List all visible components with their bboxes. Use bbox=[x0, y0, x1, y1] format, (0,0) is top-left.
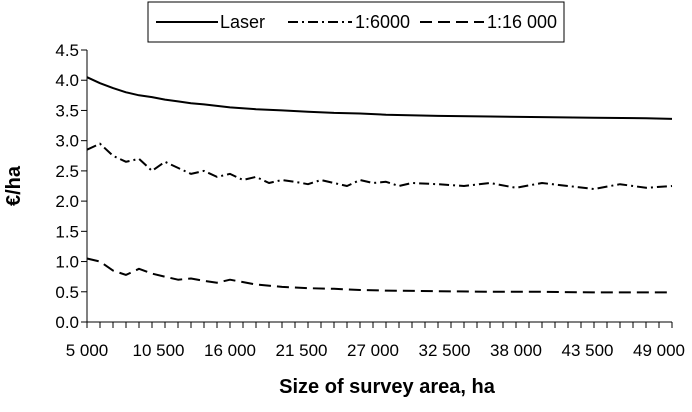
y-tick-label: 1.5 bbox=[55, 222, 79, 241]
y-tick-label: 3.5 bbox=[55, 101, 79, 120]
y-tick-label: 4.0 bbox=[55, 71, 79, 90]
y-tick-label: 4.5 bbox=[55, 41, 79, 60]
legend-label-laser: Laser bbox=[220, 12, 265, 32]
y-ticks: 0.0 0.5 1.0 1.5 2.0 2.5 3.0 3.5 4.0 4.5 bbox=[55, 41, 87, 332]
x-tick-label: 38 000 bbox=[490, 341, 542, 360]
x-tick-label: 49 000 bbox=[633, 341, 685, 360]
legend-label-1-16000: 1:16 000 bbox=[487, 12, 557, 32]
y-tick-label: 2.0 bbox=[55, 192, 79, 211]
x-minor-ticks bbox=[86, 322, 673, 328]
x-tick-label: 27 000 bbox=[347, 341, 399, 360]
y-axis-title: €/ha bbox=[3, 165, 25, 206]
legend-label-1-6000: 1:6000 bbox=[355, 12, 410, 32]
x-tick-label: 43 500 bbox=[562, 341, 614, 360]
y-tick-label: 1.0 bbox=[55, 253, 79, 272]
y-tick-label: 0.0 bbox=[55, 313, 79, 332]
x-tick-label: 10 500 bbox=[133, 341, 185, 360]
y-tick-label: 0.5 bbox=[55, 283, 79, 302]
series-line-1 bbox=[86, 142, 673, 190]
x-tick-label: 5 000 bbox=[66, 341, 109, 360]
series-line-2 bbox=[86, 257, 672, 294]
y-tick-label: 2.5 bbox=[55, 162, 79, 181]
x-tick-label: 21 500 bbox=[276, 341, 328, 360]
x-axis-title: Size of survey area, ha bbox=[279, 376, 496, 398]
x-tick-label: 32 500 bbox=[419, 341, 471, 360]
x-ticks: 5 000 10 500 16 000 21 500 27 000 32 500 38 00… bbox=[66, 341, 685, 360]
series-line-0 bbox=[86, 76, 673, 120]
legend: Laser 1:6000 1:16 000 bbox=[147, 1, 565, 43]
y-tick-label: 3.0 bbox=[55, 132, 79, 151]
series-lines bbox=[86, 76, 673, 294]
x-tick-label: 16 000 bbox=[204, 341, 256, 360]
